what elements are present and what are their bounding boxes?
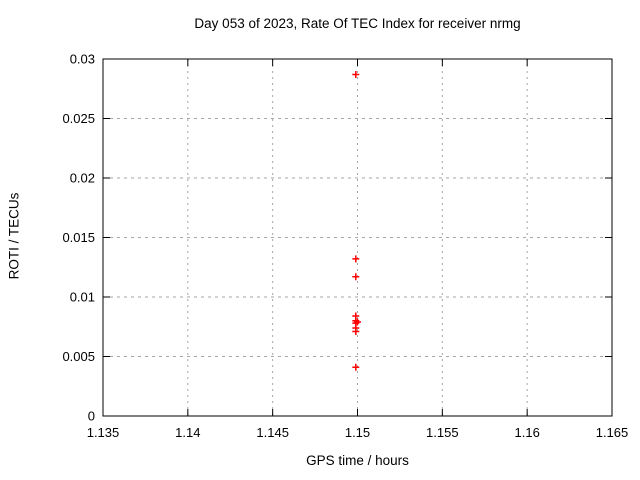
x-tick-label: 1.15 bbox=[345, 425, 370, 440]
x-tick-label: 1.16 bbox=[515, 425, 540, 440]
y-tick-label: 0 bbox=[88, 409, 95, 424]
y-tick-label: 0.015 bbox=[62, 230, 95, 245]
data-point-marker bbox=[352, 363, 360, 371]
data-point-marker bbox=[352, 70, 360, 78]
y-tick-label: 0.03 bbox=[70, 52, 95, 67]
data-point-marker bbox=[354, 318, 361, 326]
x-tick-label: 1.155 bbox=[426, 425, 459, 440]
x-tick-label: 1.145 bbox=[256, 425, 289, 440]
data-point-marker bbox=[352, 255, 360, 263]
x-tick-label: 1.135 bbox=[87, 425, 120, 440]
y-tick-label: 0.01 bbox=[70, 290, 95, 305]
y-tick-label: 0.005 bbox=[62, 349, 95, 364]
chart-title: Day 053 of 2023, Rate Of TEC Index for r… bbox=[194, 16, 521, 31]
data-point-marker bbox=[352, 273, 360, 281]
x-tick-label: 1.165 bbox=[596, 425, 629, 440]
x-axis-label: GPS time / hours bbox=[306, 453, 409, 468]
y-tick-label: 0.02 bbox=[70, 171, 95, 186]
data-point-marker bbox=[352, 328, 360, 336]
x-tick-label: 1.14 bbox=[175, 425, 200, 440]
y-tick-label: 0.025 bbox=[62, 111, 95, 126]
